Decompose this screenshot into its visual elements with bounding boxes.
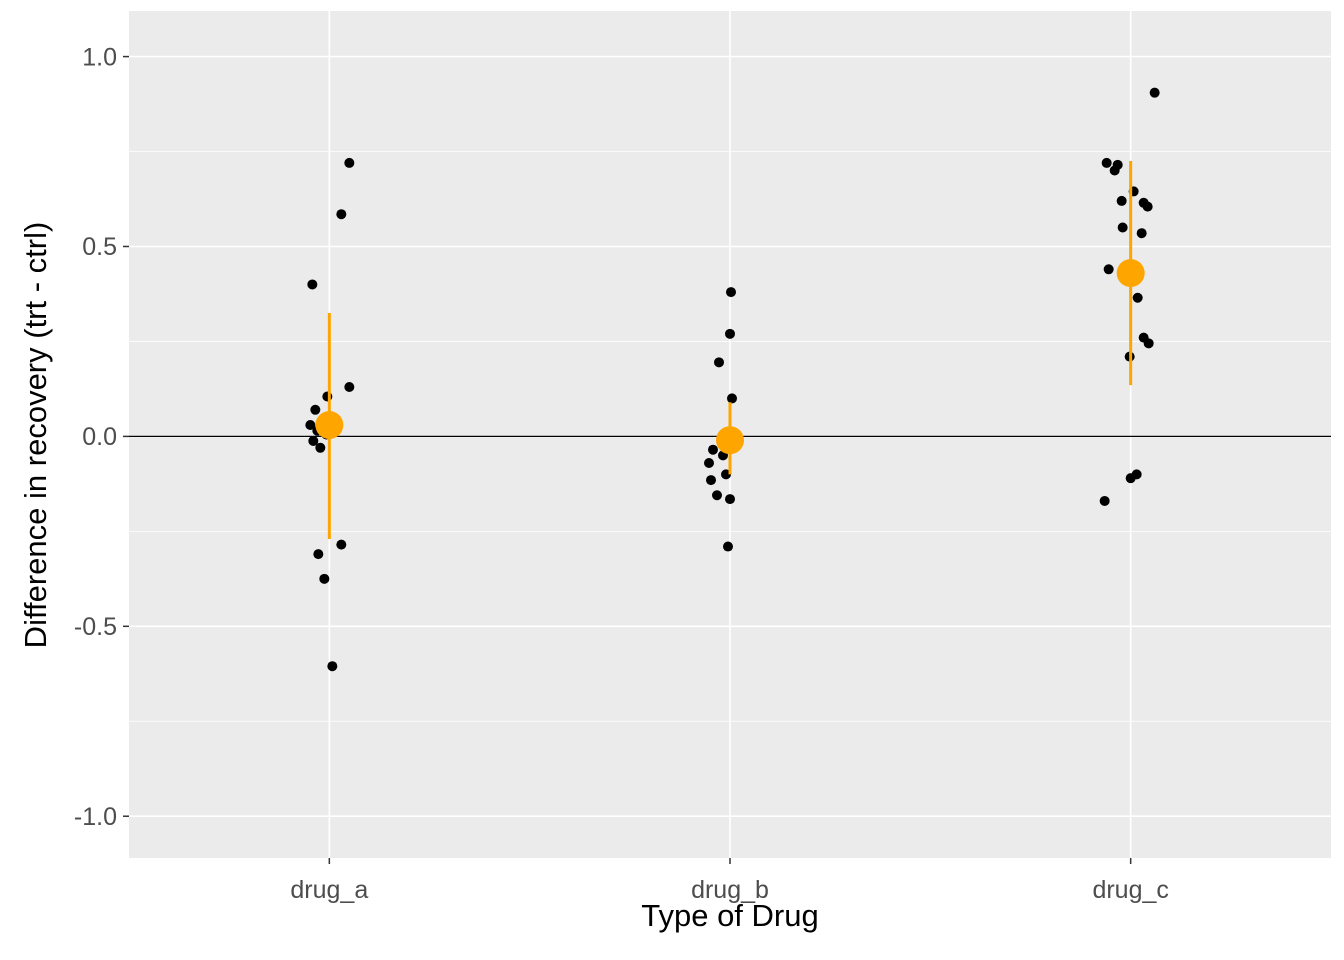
data-point <box>1136 228 1147 239</box>
data-point <box>1103 264 1114 275</box>
data-point <box>1101 157 1112 168</box>
data-point <box>310 404 321 415</box>
data-point <box>1117 222 1128 233</box>
data-point <box>344 382 355 393</box>
data-point <box>313 549 324 560</box>
data-point <box>1099 495 1110 506</box>
data-point <box>308 435 319 446</box>
x-tick-label: drug_b <box>691 876 769 904</box>
data-point <box>1125 473 1136 484</box>
x-axis-title: Type of Drug <box>641 898 819 933</box>
y-axis-title: Difference in recovery (trt - ctrl) <box>18 221 53 649</box>
x-tick-label: drug_a <box>290 876 368 904</box>
y-tick-label: -0.5 <box>74 613 117 641</box>
data-point <box>336 539 347 550</box>
data-point <box>1132 292 1143 303</box>
data-point <box>336 209 347 220</box>
data-point <box>708 444 718 455</box>
data-point <box>725 328 735 339</box>
data-point <box>1142 201 1153 212</box>
data-point <box>319 573 330 584</box>
data-point <box>712 490 722 501</box>
data-point <box>327 661 338 672</box>
x-tick-label: drug_c <box>1092 876 1168 904</box>
data-point <box>704 457 714 468</box>
data-point <box>305 420 316 431</box>
data-point <box>726 287 736 298</box>
y-tick-label: 1.0 <box>82 43 117 71</box>
data-point <box>1143 338 1154 349</box>
data-point <box>727 393 737 404</box>
data-point <box>344 157 355 168</box>
data-point <box>714 357 724 368</box>
y-tick-label: 0.5 <box>82 233 117 261</box>
mean-point <box>315 411 344 440</box>
data-point <box>723 541 733 552</box>
y-tick-label: -1.0 <box>74 803 117 831</box>
data-point <box>706 475 716 486</box>
data-point <box>315 442 326 453</box>
mean-point <box>1116 259 1145 288</box>
data-point <box>725 494 735 505</box>
data-point <box>1116 195 1127 206</box>
y-tick-label: 0.0 <box>82 423 117 451</box>
mean-point <box>716 426 744 455</box>
data-point <box>1109 165 1120 176</box>
data-point <box>307 279 318 290</box>
data-point <box>1149 87 1160 98</box>
